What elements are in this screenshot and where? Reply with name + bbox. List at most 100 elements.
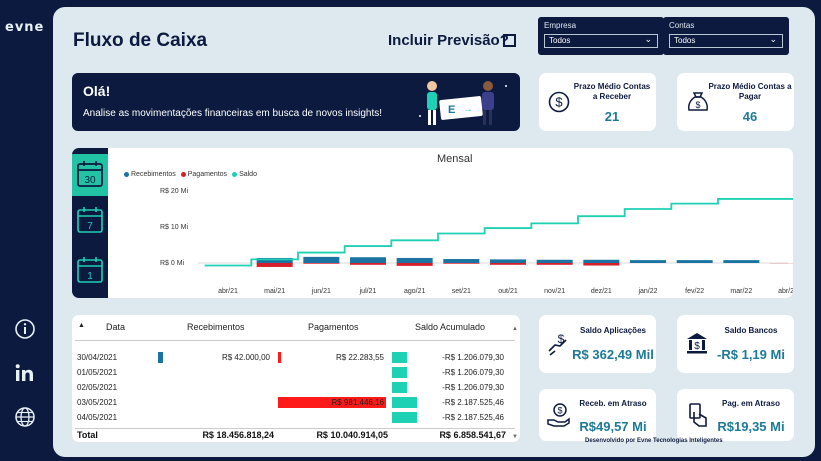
x-tick-label: abr/22 xyxy=(778,288,793,295)
total-recebimentos: R$ 18.456.818,24 xyxy=(202,430,274,440)
table-row[interactable]: 30/04/2021 R$ 42.000,00 R$ 22.283,55 -R$ 1.… xyxy=(72,350,512,365)
x-tick-label: jul/21 xyxy=(359,288,377,295)
kpi-value: R$ 362,49 Mil xyxy=(572,347,654,362)
period-tabs: 30 7 1 xyxy=(72,148,108,298)
bar-pagamentos xyxy=(396,263,433,266)
chevron-down-icon: ⌄ xyxy=(769,34,777,44)
saldo-bar xyxy=(392,352,407,363)
col-header-saldo[interactable]: Saldo Acumulado xyxy=(415,322,486,332)
svg-text:→: → xyxy=(463,104,473,115)
bar-recebimentos xyxy=(676,260,713,263)
contas-select[interactable]: Todos ⌄ xyxy=(669,34,783,48)
cell-pagamentos: R$ 981.446,16 xyxy=(276,395,388,410)
rec-bar xyxy=(158,352,163,363)
saldo-value: -R$ 2.187.525,46 xyxy=(442,413,504,422)
kpi-card-aplicacoes: $ Saldo Aplicações R$ 362,49 Mil xyxy=(539,315,656,373)
kpi-value: -R$ 1,19 Mi xyxy=(717,347,785,362)
tab-1-day[interactable]: 1 xyxy=(72,250,108,292)
cell-recebimentos xyxy=(156,380,274,395)
bar-pagamentos xyxy=(583,263,620,266)
svg-text:$: $ xyxy=(558,332,565,346)
sidebar: evne xyxy=(0,0,52,461)
page-title: Fluxo de Caixa xyxy=(73,30,208,51)
bar-pagamentos xyxy=(256,263,293,267)
total-label: Total xyxy=(77,430,98,440)
col-header-pagamentos[interactable]: Pagamentos xyxy=(308,322,359,332)
chart-legend: Recebimentos Pagamentos Saldo xyxy=(124,171,257,178)
kpi-value: R$49,57 Mi xyxy=(579,419,647,434)
dashboard-canvas: Fluxo de Caixa Incluir Previsão? Empresa… xyxy=(53,7,815,457)
pag-value: R$ 981.446,16 xyxy=(331,398,385,407)
linkedin-icon[interactable] xyxy=(14,362,36,384)
kpi-card-pagar: $ Prazo Médio Contas a Pagar 46 xyxy=(677,73,794,131)
saldo-value: -R$ 1.206.079,30 xyxy=(442,383,504,392)
sort-arrow-icon[interactable]: ▲ xyxy=(78,322,85,329)
hand-payment-icon xyxy=(686,402,710,433)
people-illustration-icon: E → xyxy=(419,81,507,125)
cell-saldo: -R$ 2.187.525,46 xyxy=(390,410,508,425)
money-bag-icon: $ xyxy=(686,88,710,119)
select-value: Todos xyxy=(549,36,571,45)
brand-logo: evne xyxy=(5,20,45,35)
select-value: Todos xyxy=(674,36,696,45)
bar-recebimentos xyxy=(396,257,433,263)
bar-recebimentos xyxy=(443,259,480,263)
bar-recebimentos xyxy=(256,257,293,263)
col-header-recebimentos[interactable]: Recebimentos xyxy=(187,322,245,332)
table-row[interactable]: 01/05/2021 -R$ 1.206.079,30 xyxy=(72,365,512,380)
svg-text:▼: ▼ xyxy=(512,434,517,439)
forecast-checkbox[interactable] xyxy=(503,34,516,47)
table-row[interactable]: 03/05/2021 R$ 981.446,16 -R$ 2.187.525,46 xyxy=(72,395,512,410)
kpi-card-receber: $ Prazo Médio Contas a Receber 21 xyxy=(539,73,656,131)
kpi-card-bancos: $ Saldo Bancos -R$ 1,19 Mi xyxy=(677,315,794,373)
tab-7-days[interactable]: 7 xyxy=(72,200,108,242)
cell-pagamentos xyxy=(276,380,388,395)
x-tick-label: ago/21 xyxy=(404,288,426,295)
kpi-title: Prazo Médio Contas a Pagar xyxy=(708,82,792,101)
kpi-title: Prazo Médio Contas a Receber xyxy=(573,82,651,101)
cell-pagamentos: R$ 22.283,55 xyxy=(276,350,388,365)
x-tick-label: set/21 xyxy=(452,288,471,295)
empresa-select[interactable]: Todos ⌄ xyxy=(544,34,658,48)
table-row[interactable]: 04/05/2021 -R$ 2.187.525,46 xyxy=(72,410,512,425)
x-tick-label: abr/21 xyxy=(218,288,238,295)
saldo-bar xyxy=(392,412,418,423)
hand-coin-icon: $ xyxy=(546,402,572,433)
bar-recebimentos xyxy=(350,257,386,263)
footer-credit: Desenvolvido por Evne Tecnologias Inteli… xyxy=(585,438,723,444)
svg-text:▲: ▲ xyxy=(512,326,517,332)
bar-pagamentos xyxy=(303,263,340,264)
monthly-chart: R$ 20 Mi R$ 10 Mi R$ 0 Mi abr/21 mai/21 jun/2… xyxy=(160,188,793,295)
svg-text:$: $ xyxy=(557,406,562,416)
cell-saldo: -R$ 2.187.525,46 xyxy=(390,395,508,410)
saldo-value: -R$ 2.187.525,46 xyxy=(442,398,504,407)
svg-text:$: $ xyxy=(694,341,700,352)
cell-date: 01/05/2021 xyxy=(77,368,118,377)
bar-recebimentos xyxy=(630,260,666,263)
line-saldo xyxy=(204,198,793,267)
daily-table: ▲ Data Recebimentos Pagamentos Saldo Acu… xyxy=(72,315,520,442)
bar-recebimentos xyxy=(303,256,340,263)
cell-pagamentos xyxy=(276,365,388,380)
cell-date: 03/05/2021 xyxy=(77,398,118,407)
legend-item: Saldo xyxy=(232,171,257,178)
col-header-data[interactable]: Data xyxy=(106,322,126,332)
table-row[interactable]: 02/05/2021 -R$ 1.206.079,30 xyxy=(72,380,512,395)
y-tick-label: R$ 0 Mi xyxy=(160,260,185,267)
saldo-bar xyxy=(392,397,418,408)
x-tick-label: fev/22 xyxy=(685,288,704,295)
pag-bar xyxy=(278,352,282,363)
tab-30-days[interactable]: 30 xyxy=(72,154,108,196)
x-tick-label: jun/21 xyxy=(311,288,331,295)
chevron-down-icon: ⌄ xyxy=(644,34,652,44)
svg-text:$: $ xyxy=(695,100,700,110)
banner-message: Analise as movimentações financeiras em … xyxy=(83,108,383,119)
globe-icon[interactable] xyxy=(14,406,36,428)
monthly-chart-card: 30 7 1 Mensal Recebimentos Pagamentos Sa… xyxy=(72,148,793,298)
x-tick-label: mai/21 xyxy=(264,288,285,295)
table-scrollbar[interactable]: ▲▼ xyxy=(512,324,517,439)
info-icon[interactable] xyxy=(14,318,36,340)
kpi-value: 21 xyxy=(604,109,620,124)
welcome-banner: Olá! Analise as movimentações financeira… xyxy=(72,73,520,131)
